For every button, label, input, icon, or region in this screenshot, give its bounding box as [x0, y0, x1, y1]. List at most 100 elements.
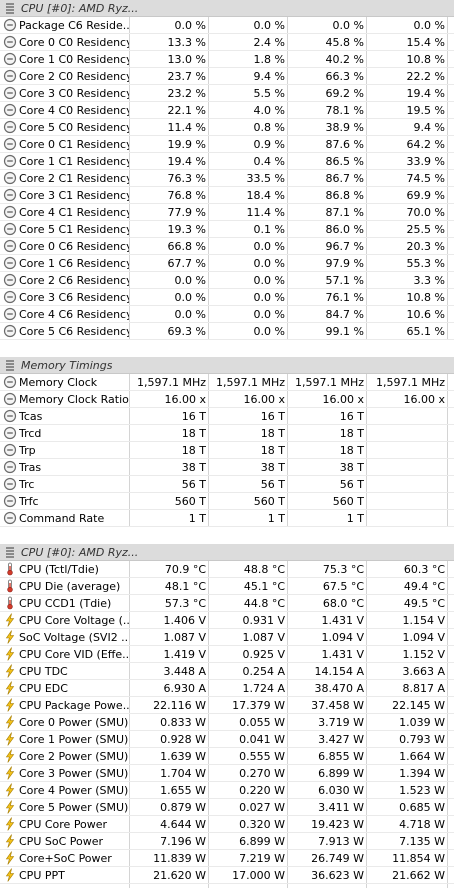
sensor-row[interactable]: Core 5 C6 Residency 69.3 % 0.0 % 99.1 % 65.1… — [0, 323, 454, 340]
sensor-row[interactable]: Core 1 C0 Residency 13.0 % 1.8 % 40.2 % 10.8… — [0, 51, 454, 68]
sensor-average-value: 49.4 °C — [403, 580, 445, 593]
sensor-row[interactable]: Core 2 Power (SMU) 1.639 W 0.555 W 6.855 W 1… — [0, 748, 454, 765]
sensor-average-value: 64.2 % — [406, 138, 445, 151]
sensor-maximum-value: 78.1 % — [325, 104, 364, 117]
sensor-row[interactable]: Core 5 C1 Residency 19.3 % 0.1 % 86.0 % 25.5… — [0, 221, 454, 238]
sensor-row[interactable]: Trc 56 T 56 T 56 T — [0, 476, 454, 493]
sensor-row[interactable]: SoC Voltage (SVI2 ... 1.087 V 1.087 V 1.094… — [0, 629, 454, 646]
sensor-label: Core 0 C6 Residency — [19, 240, 129, 253]
sensor-maximum-value: 3.427 W — [318, 733, 364, 746]
sensor-row[interactable]: CPU EDC 6.930 A 1.724 A 38.470 A 8.817 A — [0, 680, 454, 697]
sensor-row[interactable]: Command Rate 1 T 1 T 1 T — [0, 510, 454, 527]
sensor-label: Core 2 C1 Residency — [19, 172, 129, 185]
sensor-row[interactable]: Tcas 16 T 16 T 16 T — [0, 408, 454, 425]
sensor-average-value: 1.394 W — [399, 767, 445, 780]
sensor-row[interactable]: Core 4 Power (SMU) 1.655 W 0.220 W 6.030 W 1… — [0, 782, 454, 799]
sensor-maximum-value: 87.1 % — [325, 206, 364, 219]
sensor-row[interactable]: CPU Core Voltage (... 1.406 V 0.931 V 1.431… — [0, 612, 454, 629]
sensor-row[interactable]: Core 3 C6 Residency 0.0 % 0.0 % 76.1 % 10.8 … — [0, 289, 454, 306]
section-header[interactable]: CPU [#0]: AMD Ryz... — [0, 0, 454, 17]
section-header[interactable]: Memory Timings — [0, 357, 454, 374]
sensor-current-value: 23.7 % — [167, 70, 206, 83]
clock-icon — [3, 239, 17, 253]
sensor-row[interactable]: Core 2 C0 Residency 23.7 % 9.4 % 66.3 % 22.2… — [0, 68, 454, 85]
sensor-row[interactable]: CPU CCD1 (Tdie) 57.3 °C 44.8 °C 68.0 °C 49.5… — [0, 595, 454, 612]
sensor-row[interactable]: Core 0 C6 Residency 66.8 % 0.0 % 96.7 % 20.3… — [0, 238, 454, 255]
sensor-row[interactable]: Package C6 Reside... 0.0 % 0.0 % 0.0 % 0.0 % — [0, 17, 454, 34]
lightning-icon — [3, 817, 17, 831]
clock-icon — [3, 52, 17, 66]
sensor-row[interactable]: Tras 38 T 38 T 38 T — [0, 459, 454, 476]
sensor-row[interactable]: Core 0 C1 Residency 19.9 % 0.9 % 87.6 % 64.2… — [0, 136, 454, 153]
sensor-current-value: 67.7 % — [167, 257, 206, 270]
sensor-row[interactable]: Trcd 18 T 18 T 18 T — [0, 425, 454, 442]
sensor-current-value: 11.839 W — [153, 852, 206, 865]
sensor-row[interactable]: Trp 18 T 18 T 18 T — [0, 442, 454, 459]
sensor-average-value: 3.663 A — [402, 665, 445, 678]
sensor-average-value: 65.1 % — [406, 325, 445, 338]
sensor-current-value: 13.3 % — [167, 36, 206, 49]
sensor-row[interactable]: CPU PPT 21.620 W 17.000 W 36.623 W 21.662 W — [0, 867, 454, 884]
sensor-row[interactable]: Memory Clock 1,597.1 MHz 1,597.1 MHz 1,597.… — [0, 374, 454, 391]
sensor-label: CPU Core Power — [19, 818, 108, 831]
sensor-label: SoC Voltage (SVI2 ... — [19, 631, 129, 644]
thermometer-icon — [3, 579, 17, 593]
sensor-average-value: 7.135 W — [399, 835, 445, 848]
sensor-row[interactable]: CPU Core Power 4.644 W 0.320 W 19.423 W 4.71… — [0, 816, 454, 833]
sensor-row[interactable]: CPU Die (average) 48.1 °C 45.1 °C 67.5 °C 49… — [0, 578, 454, 595]
sensor-row[interactable]: Core 3 C1 Residency 76.8 % 18.4 % 86.8 % 69.… — [0, 187, 454, 204]
sensor-average-value: 1.094 V — [402, 631, 445, 644]
sensor-row[interactable]: Core 2 C1 Residency 76.3 % 33.5 % 86.7 % 74.… — [0, 170, 454, 187]
clock-icon — [3, 137, 17, 151]
sensor-minimum-value: 9.4 % — [253, 70, 285, 83]
sensor-label: CPU PPT — [19, 869, 65, 882]
clock-icon — [3, 392, 17, 406]
lightning-icon — [3, 630, 17, 644]
sensor-row[interactable]: Core 1 C6 Residency 67.7 % 0.0 % 97.9 % 55.3… — [0, 255, 454, 272]
sensor-row[interactable]: Core 3 Power (SMU) 1.704 W 0.270 W 6.899 W 1… — [0, 765, 454, 782]
sensor-row[interactable]: Core 3 C0 Residency 23.2 % 5.5 % 69.2 % 19.4… — [0, 85, 454, 102]
sensor-row[interactable]: Trfc 560 T 560 T 560 T — [0, 493, 454, 510]
sensor-maximum-value: 97.9 % — [325, 257, 364, 270]
sensor-row[interactable]: Core 2 C6 Residency 0.0 % 0.0 % 57.1 % 3.3 % — [0, 272, 454, 289]
sensor-row[interactable]: CPU SoC Power 7.196 W 6.899 W 7.913 W 7.135 … — [0, 833, 454, 850]
sensor-maximum-value: 40.2 % — [325, 53, 364, 66]
sensor-label: Tcas — [19, 410, 43, 423]
sensor-label: CPU Die (average) — [19, 580, 121, 593]
sensor-row[interactable]: Core 0 C0 Residency 13.3 % 2.4 % 45.8 % 15.4… — [0, 34, 454, 51]
sensor-row[interactable]: CPU Package Powe... 22.116 W 17.379 W 37.45… — [0, 697, 454, 714]
sensor-current-value: 66.8 % — [167, 240, 206, 253]
column-divider — [366, 0, 367, 888]
section-header[interactable]: CPU [#0]: AMD Ryz... — [0, 544, 454, 561]
sensor-average-value: 49.5 °C — [403, 597, 445, 610]
sensor-label: CPU Core VID (Effe... — [19, 648, 129, 661]
sensor-row[interactable]: CPU (Tctl/Tdie) 70.9 °C 48.8 °C 75.3 °C 60.3… — [0, 561, 454, 578]
sensor-row[interactable]: Core 5 Power (SMU) 0.879 W 0.027 W 3.411 W 0… — [0, 799, 454, 816]
sensor-row[interactable]: Core 4 C0 Residency 22.1 % 4.0 % 78.1 % 19.5… — [0, 102, 454, 119]
sensor-row[interactable]: Core 4 C6 Residency 0.0 % 0.0 % 84.7 % 10.6 … — [0, 306, 454, 323]
sensor-row[interactable]: Core+SoC Power 11.839 W 7.219 W 26.749 W 11.… — [0, 850, 454, 867]
sensor-row[interactable]: CPU TDC 3.448 A 0.254 A 14.154 A 3.663 A — [0, 663, 454, 680]
lightning-icon — [3, 783, 17, 797]
sensor-average-value: 22.2 % — [406, 70, 445, 83]
sensor-minimum-value: 16.00 x — [243, 393, 286, 406]
clock-icon — [3, 273, 17, 287]
sensor-row[interactable]: Core 1 Power (SMU) 0.928 W 0.041 W 3.427 W 0… — [0, 731, 454, 748]
sensor-row[interactable]: Memory Clock Ratio 16.00 x 16.00 x 16.00 x 1… — [0, 391, 454, 408]
sensor-minimum-value: 17.000 W — [232, 869, 285, 882]
sensor-minimum-value: 0.1 % — [253, 223, 285, 236]
sensor-minimum-value: 0.055 W — [239, 716, 285, 729]
sensor-minimum-value: 5.5 % — [253, 87, 285, 100]
sensor-row[interactable]: CPU Core VID (Effe... 1.419 V 0.925 V 1.431… — [0, 646, 454, 663]
sensor-row[interactable]: Core 4 C1 Residency 77.9 % 11.4 % 87.1 % 70.… — [0, 204, 454, 221]
sensor-row[interactable]: Core 0 Power (SMU) 0.833 W 0.055 W 3.719 W 1… — [0, 714, 454, 731]
sensor-label: CPU (Tctl/Tdie) — [19, 563, 99, 576]
lightning-icon — [3, 681, 17, 695]
sensor-current-value: 0.0 % — [174, 274, 206, 287]
sensor-minimum-value: 1.724 A — [242, 682, 285, 695]
sensor-label: Core 4 C6 Residency — [19, 308, 129, 321]
sensor-average-value: 55.3 % — [406, 257, 445, 270]
sensor-row[interactable]: Core 5 C0 Residency 11.4 % 0.8 % 38.9 % 9.4 … — [0, 119, 454, 136]
sensor-row[interactable]: Core 1 C1 Residency 19.4 % 0.4 % 86.5 % 33.9… — [0, 153, 454, 170]
